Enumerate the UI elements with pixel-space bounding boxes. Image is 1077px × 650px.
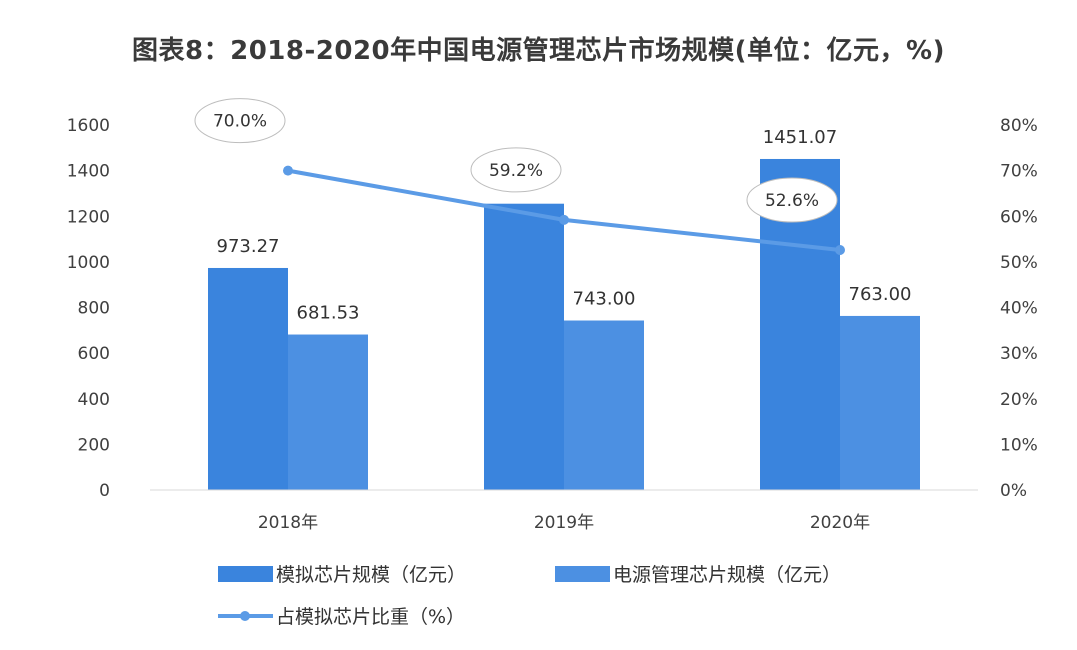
legend-label: 占模拟芯片比重（%） — [276, 606, 465, 628]
right-tick-label: 70% — [1000, 162, 1038, 182]
line-data-label: 59.2% — [489, 161, 543, 181]
left-tick-label: 800 — [78, 299, 110, 319]
left-tick-label: 400 — [78, 390, 110, 410]
left-tick-label: 1200 — [67, 207, 110, 227]
left-axis-ticks: 0 200 400 600 800 1000 1200 1400 1600 — [67, 116, 110, 501]
bar — [208, 267, 288, 490]
bar — [564, 320, 644, 490]
right-tick-label: 0% — [1000, 481, 1027, 501]
bar — [288, 334, 368, 490]
category-label: 2018年 — [258, 513, 318, 533]
bar-data-label: 763.00 — [849, 284, 912, 305]
right-tick-label: 60% — [1000, 207, 1038, 227]
category-label: 2019年 — [534, 513, 594, 533]
line-data-label: 70.0% — [213, 112, 267, 132]
bar-data-label: 743.00 — [573, 289, 636, 310]
legend: 模拟芯片规模（亿元） 电源管理芯片规模（亿元） 占模拟芯片比重（%） — [218, 564, 841, 628]
bar-data-label: 973.27 — [217, 236, 280, 257]
legend-label: 模拟芯片规模（亿元） — [276, 564, 466, 586]
left-tick-label: 1000 — [67, 253, 110, 273]
line-point — [559, 214, 569, 225]
right-tick-label: 80% — [1000, 116, 1038, 136]
right-tick-label: 30% — [1000, 344, 1038, 364]
category-labels: 2018年 2019年 2020年 — [258, 513, 870, 533]
bar — [484, 203, 564, 490]
bar-data-label: 1451.07 — [763, 127, 837, 148]
bar-series — [208, 158, 920, 490]
line-series: 70.0% 59.2% 52.6% — [194, 98, 845, 256]
right-tick-label: 10% — [1000, 435, 1038, 455]
legend-swatch — [218, 566, 273, 582]
point-label-callout — [746, 177, 838, 223]
line-data-label: 52.6% — [765, 191, 819, 211]
bar-data-label: 681.53 — [297, 303, 360, 324]
right-axis-ticks: 0% 10% 20% 30% 40% 50% 60% 70% 80% — [1000, 116, 1038, 501]
chart-title: 图表8：2018-2020年中国电源管理芯片市场规模(单位：亿元，%) — [132, 36, 945, 66]
line-point — [835, 245, 845, 256]
left-tick-label: 200 — [78, 435, 110, 455]
point-label-callout — [194, 98, 286, 144]
category-label: 2020年 — [810, 513, 870, 533]
left-tick-label: 1600 — [67, 116, 110, 136]
legend-marker — [240, 611, 250, 621]
line-point — [283, 165, 293, 176]
left-tick-label: 0 — [99, 481, 110, 501]
bar — [840, 315, 920, 490]
right-tick-label: 40% — [1000, 299, 1038, 319]
legend-label: 电源管理芯片规模（亿元） — [613, 564, 841, 586]
left-tick-label: 600 — [78, 344, 110, 364]
point-label-callout — [470, 147, 562, 193]
left-tick-label: 1400 — [67, 162, 110, 182]
legend-swatch — [555, 566, 610, 582]
right-tick-label: 50% — [1000, 253, 1038, 273]
right-tick-label: 20% — [1000, 390, 1038, 410]
